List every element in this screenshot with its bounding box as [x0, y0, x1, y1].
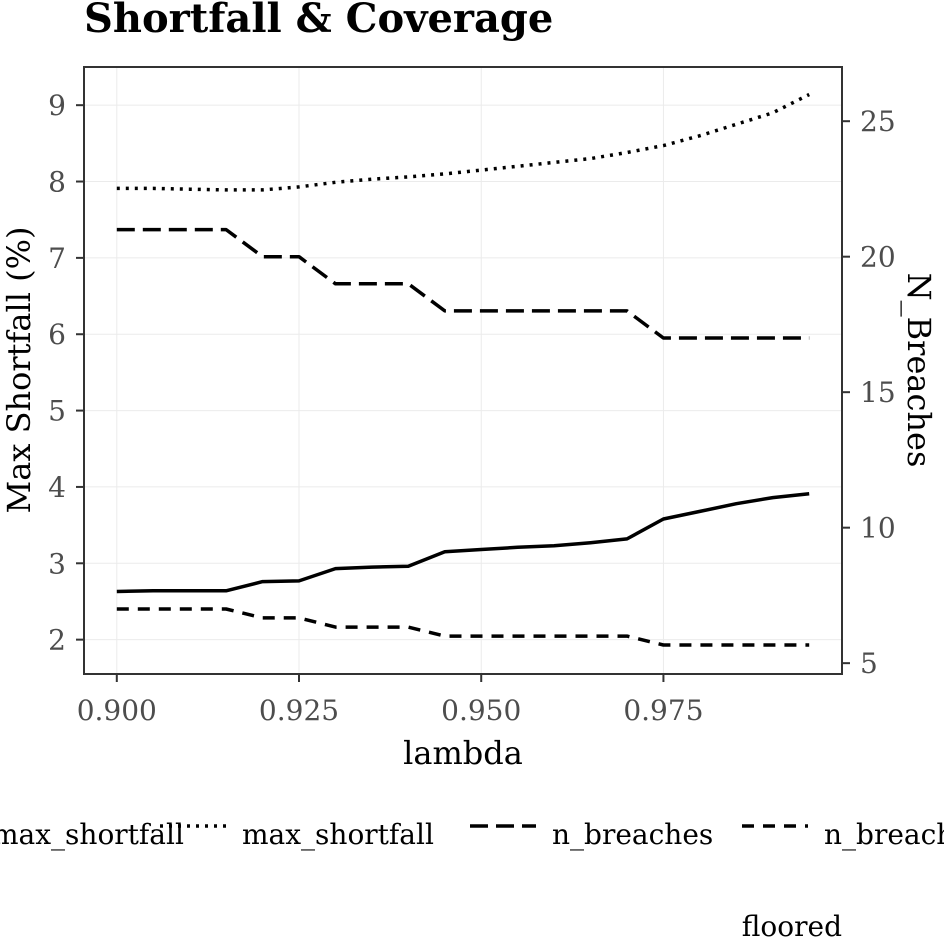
x-axis-label: lambda	[403, 734, 523, 772]
y-left-tick-label: 5	[48, 395, 66, 428]
series-line-n_breaches-longdash	[116, 227, 810, 340]
y-left-tick-label: 8	[48, 166, 66, 199]
y-axis-left-label: Max Shortfall (%)	[0, 227, 38, 514]
axis-ticks: 0.900 0.925 0.950 0.975 2 3 4 5 6 7 8 9 5 10 15 20 25	[48, 89, 895, 727]
y-right-tick-label: 25	[860, 105, 896, 138]
y-axis-right-label: N_Breaches	[900, 273, 938, 468]
series-line-max_shortfall-solid	[116, 492, 810, 594]
x-tick-label: 0.925	[259, 694, 339, 727]
y-left-tick-label: 7	[48, 242, 66, 275]
series-line-n_breaches-dashed	[116, 607, 810, 647]
y-left-tick-label: 3	[48, 547, 66, 580]
y-left-tick-label: 4	[48, 471, 66, 504]
y-right-tick-label: 5	[860, 647, 878, 680]
y-right-tick-label: 10	[860, 512, 896, 545]
legend-label-3: n_breaches	[824, 818, 944, 851]
y-left-tick-label: 2	[48, 624, 66, 657]
y-left-tick-label: 6	[48, 318, 66, 351]
y-right-tick-label: 20	[860, 241, 896, 274]
plot-panel-border	[83, 66, 843, 675]
chart-title: Shortfall & Coverage	[84, 0, 553, 42]
series-layer	[116, 92, 810, 647]
y-right-tick-label: 15	[860, 376, 896, 409]
floored-annotation: floored	[742, 910, 842, 943]
x-tick-label: 0.975	[623, 694, 703, 727]
grid-lines	[84, 67, 842, 674]
x-tick-label: 0.900	[77, 694, 157, 727]
legend-label-1: max_shortfall	[242, 818, 434, 851]
x-tick-label: 0.950	[441, 694, 521, 727]
legend-label-0: max_shortfall	[0, 818, 184, 851]
y-left-tick-label: 9	[48, 89, 66, 122]
legend-label-2: n_breaches	[552, 818, 713, 851]
legend: max_shortfall max_shortfall n_breaches n_br…	[0, 818, 944, 851]
